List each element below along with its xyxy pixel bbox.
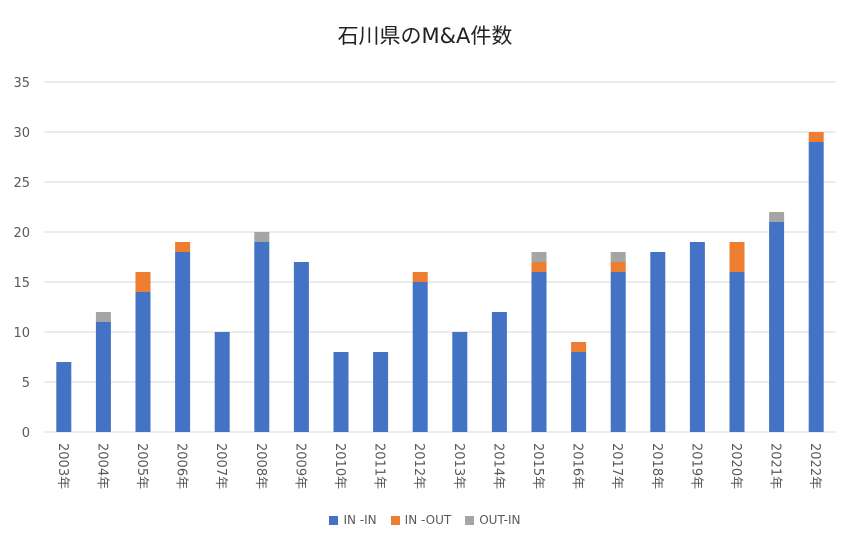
x-tick-label: 2005年 (134, 443, 149, 489)
x-tick-label: 2006年 (174, 443, 189, 489)
x-tick-label: 2009年 (292, 443, 307, 489)
bar-segment (689, 242, 705, 432)
legend-label: OUT-IN (479, 513, 521, 527)
legend-label: IN -OUT (404, 513, 452, 527)
bar-segment (491, 312, 507, 432)
y-tick-label: 15 (13, 276, 30, 291)
bar-segment (333, 352, 349, 432)
bar-segment (729, 272, 745, 432)
y-tick-label: 10 (13, 326, 30, 341)
bar-segment (95, 312, 111, 322)
gridlines (44, 81, 836, 383)
bar-segment (531, 262, 547, 272)
bar-segment (729, 242, 745, 272)
y-tick-label: 25 (13, 176, 30, 191)
bar-segment (412, 282, 428, 432)
legend-swatch (390, 515, 400, 525)
bar-segment (214, 332, 230, 432)
bar-segment (650, 252, 666, 432)
x-tick-label: 2010年 (332, 443, 347, 489)
bar-segment (610, 272, 626, 432)
y-tick-label: 5 (22, 376, 30, 391)
legend-swatch (329, 515, 339, 525)
x-tick-label: 2019年 (688, 443, 703, 489)
bar-segment (254, 232, 270, 242)
x-tick-label: 2003年 (55, 443, 70, 489)
legend-item: IN -IN (329, 513, 377, 527)
x-tick-label: 2016年 (570, 443, 585, 489)
legend-label: IN -IN (343, 513, 377, 527)
x-tick-label: 2020年 (728, 443, 743, 489)
legend-item: IN -OUT (390, 513, 452, 527)
bar-segment (293, 262, 309, 432)
x-tick-label: 2018年 (649, 443, 664, 489)
legend: IN -IN IN -OUT OUT-IN (0, 513, 850, 527)
bar-segment (571, 352, 587, 432)
x-tick-label: 2012年 (411, 443, 426, 489)
bar-segment (373, 352, 389, 432)
y-tick-label: 20 (13, 226, 30, 241)
x-tick-label: 2014年 (490, 443, 505, 489)
x-tick-label: 2022年 (807, 443, 822, 489)
bar-segment (254, 242, 270, 432)
x-tick-label: 2015年 (530, 443, 545, 489)
bar-segment (175, 242, 191, 252)
x-tick-label: 2011年 (372, 443, 387, 489)
legend-swatch (465, 515, 475, 525)
y-tick-label: 35 (13, 76, 30, 91)
x-tick-label: 2008年 (253, 443, 268, 489)
bar-segment (531, 252, 547, 262)
bars (56, 132, 824, 432)
legend-item: OUT-IN (465, 513, 521, 527)
chart-title: 石川県のM&A件数 (337, 24, 513, 48)
bar-segment (135, 272, 151, 292)
bar-segment (610, 252, 626, 262)
bar-segment (175, 252, 191, 432)
y-tick-label: 30 (13, 126, 30, 141)
x-tick-label: 2017年 (609, 443, 624, 489)
y-tick-label: 0 (22, 426, 30, 441)
bar-segment (808, 132, 824, 142)
x-tick-label: 2013年 (451, 443, 466, 489)
bar-segment (56, 362, 72, 432)
bar-segment (452, 332, 468, 432)
x-tick-label: 2007年 (213, 443, 228, 489)
bar-segment (531, 272, 547, 432)
bar-segment (769, 222, 785, 432)
bar-segment (610, 262, 626, 272)
bar-segment (769, 212, 785, 222)
x-tick-label: 2021年 (768, 443, 783, 489)
bar-segment (571, 342, 587, 352)
x-tick-label: 2004年 (94, 443, 109, 489)
x-tick-labels: 2003年 2004年 2005年 2006年 2007年 2008年 2009年 2010年… (55, 443, 822, 489)
bar-segment (135, 292, 151, 432)
y-tick-labels: 0 5 10 15 20 25 30 35 (13, 76, 30, 441)
bar-segment (412, 272, 428, 282)
bar-segment (808, 142, 824, 432)
bar-segment (95, 322, 111, 432)
